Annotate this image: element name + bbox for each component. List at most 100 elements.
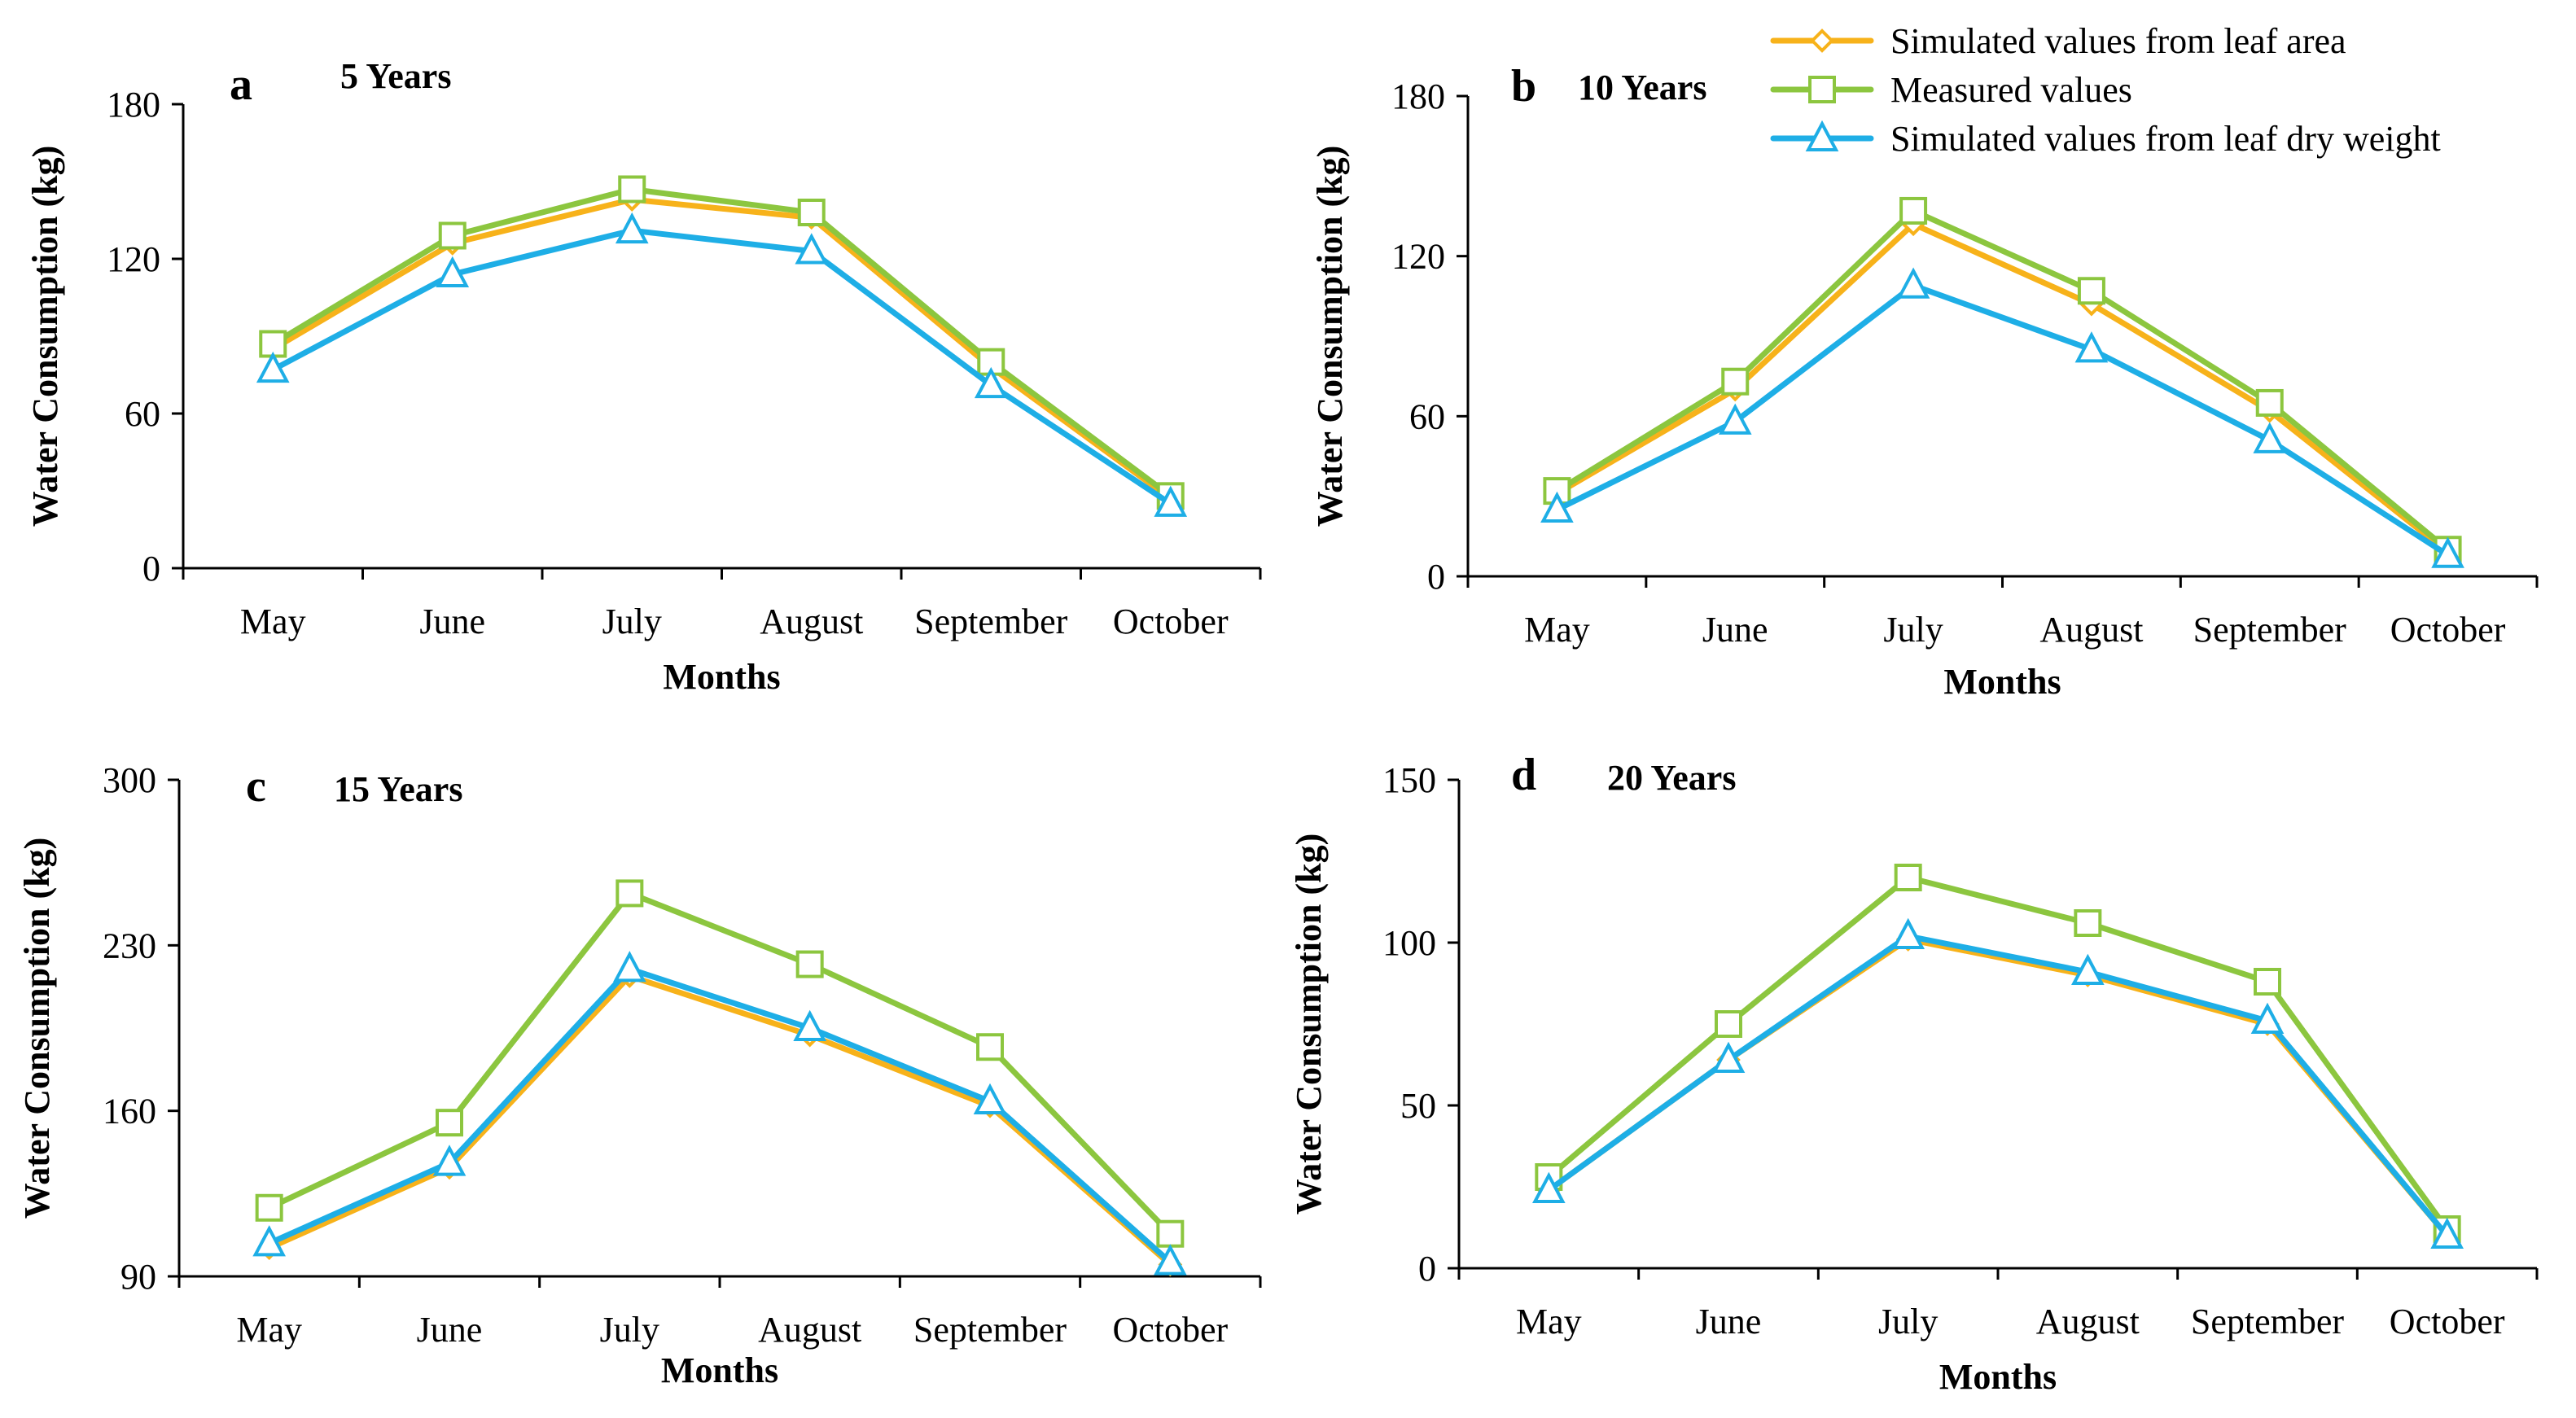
panel-title: 20 Years	[1607, 758, 1736, 798]
x-tick-label: June	[419, 602, 485, 641]
series-line	[269, 227, 1174, 507]
legend-label: Measured values	[1890, 70, 2132, 110]
data-point	[1154, 485, 1188, 517]
x-axis-title: Months	[663, 657, 780, 697]
data-point	[795, 950, 824, 978]
data-point	[2430, 1217, 2464, 1249]
series-line	[1545, 933, 2451, 1239]
series-leaf-area	[256, 964, 1183, 1277]
data-point	[2254, 968, 2281, 996]
legend-entry-dry-weight: Simulated values from leaf dry weight	[1770, 119, 2441, 159]
series-measured	[255, 879, 1185, 1248]
x-tick-label: May	[1524, 610, 1590, 650]
y-tick-label: 150	[1382, 760, 1436, 800]
series-measured	[1535, 864, 2461, 1243]
data-point	[1896, 267, 1930, 299]
series-dry-weight	[1540, 267, 2464, 568]
y-tick-label: 90	[120, 1257, 156, 1297]
data-point	[973, 1083, 1007, 1115]
data-point	[1721, 367, 1750, 396]
data-point	[1894, 864, 1922, 891]
data-point	[1718, 403, 1752, 435]
data-point	[2255, 388, 2284, 417]
y-axis-title: Water Consumption (kg)	[17, 838, 57, 1219]
panel-b: 0 60 120 180 May June July August September Octob…	[1310, 61, 2539, 702]
y-tick-label: 300	[103, 760, 156, 800]
data-point	[795, 233, 829, 265]
y-tick-label: 230	[103, 926, 156, 965]
series-line	[269, 196, 1174, 501]
panel-letter: c	[246, 761, 266, 812]
data-point	[256, 351, 290, 383]
data-point	[974, 366, 1008, 399]
data-point	[2074, 909, 2102, 937]
data-point	[2077, 277, 2105, 305]
x-axis-title: Months	[1943, 662, 2061, 702]
data-point	[1532, 1171, 1566, 1203]
x-tick-label: October	[1113, 602, 1229, 641]
panel-letter: d	[1511, 750, 1536, 800]
data-point	[1891, 917, 1925, 949]
y-tick-label: 60	[1409, 396, 1445, 436]
series-leaf-area	[261, 187, 1183, 511]
y-axis-title: Water Consumption (kg)	[1310, 146, 1350, 527]
x-tick-label: May	[236, 1310, 302, 1350]
y-axis-title: Water Consumption (kg)	[1289, 834, 1329, 1215]
legend-label: Simulated values from leaf area	[1890, 21, 2346, 61]
y-tick-label: 180	[107, 85, 160, 125]
x-tick-label: May	[1516, 1302, 1582, 1341]
data-point	[618, 175, 646, 204]
x-tick-label: August	[758, 1310, 861, 1350]
x-tick-label: October	[2390, 610, 2506, 650]
series-line	[1545, 936, 2451, 1239]
series-line	[1553, 221, 2451, 555]
y-tick-label: 120	[1391, 237, 1445, 277]
x-tick-label: July	[600, 1310, 659, 1350]
y-tick-label: 120	[107, 239, 160, 279]
x-tick-label: June	[1696, 1302, 1762, 1341]
series-dry-weight	[1532, 917, 2464, 1249]
data-point	[2074, 331, 2109, 363]
x-tick-label: September	[2191, 1302, 2345, 1341]
data-point	[2431, 536, 2464, 568]
panel-d: 0 50 100 150 May June July August September Octob…	[1289, 750, 2539, 1397]
series-dry-weight	[252, 951, 1187, 1276]
data-point	[616, 879, 644, 908]
legend-label: Simulated values from leaf dry weight	[1890, 119, 2441, 159]
x-tick-label: June	[1702, 610, 1768, 650]
data-point	[2253, 422, 2287, 453]
data-point	[432, 1144, 467, 1176]
data-point	[1715, 1010, 1742, 1038]
legend-marker	[1805, 120, 1839, 151]
x-axis-title: Months	[1939, 1357, 2057, 1397]
data-point	[976, 1033, 1004, 1061]
series-line	[1545, 874, 2451, 1232]
x-tick-label: October	[2390, 1302, 2505, 1341]
y-tick-label: 50	[1400, 1086, 1436, 1126]
x-tick-label: October	[1112, 1310, 1228, 1350]
series-line	[269, 186, 1174, 499]
data-point	[1154, 1244, 1187, 1276]
legend-entry-leaf-area: Simulated values from leaf area	[1770, 21, 2346, 61]
data-point	[1711, 1041, 1746, 1073]
x-tick-label: July	[1878, 1302, 1938, 1341]
series-leaf-area	[1544, 212, 2460, 565]
x-tick-label: August	[2036, 1302, 2140, 1341]
data-point	[1540, 491, 1574, 523]
panel-a: 0 60 120 180 May June July August September Octob…	[25, 56, 1262, 697]
x-tick-label: September	[913, 1310, 1067, 1350]
data-point	[615, 212, 649, 244]
x-tick-label: September	[2193, 610, 2347, 650]
series-dry-weight	[256, 212, 1188, 517]
data-point	[613, 951, 646, 983]
x-tick-label: July	[602, 602, 662, 641]
series-line	[1553, 282, 2451, 558]
legend: Simulated values from leaf area Measured …	[1770, 21, 2441, 159]
x-tick-label: August	[2039, 610, 2143, 650]
series-line	[266, 965, 1173, 1266]
x-axis-title: Months	[661, 1350, 778, 1390]
data-point	[2250, 1002, 2285, 1034]
y-tick-label: 0	[1427, 557, 1445, 597]
data-point	[252, 1225, 286, 1257]
